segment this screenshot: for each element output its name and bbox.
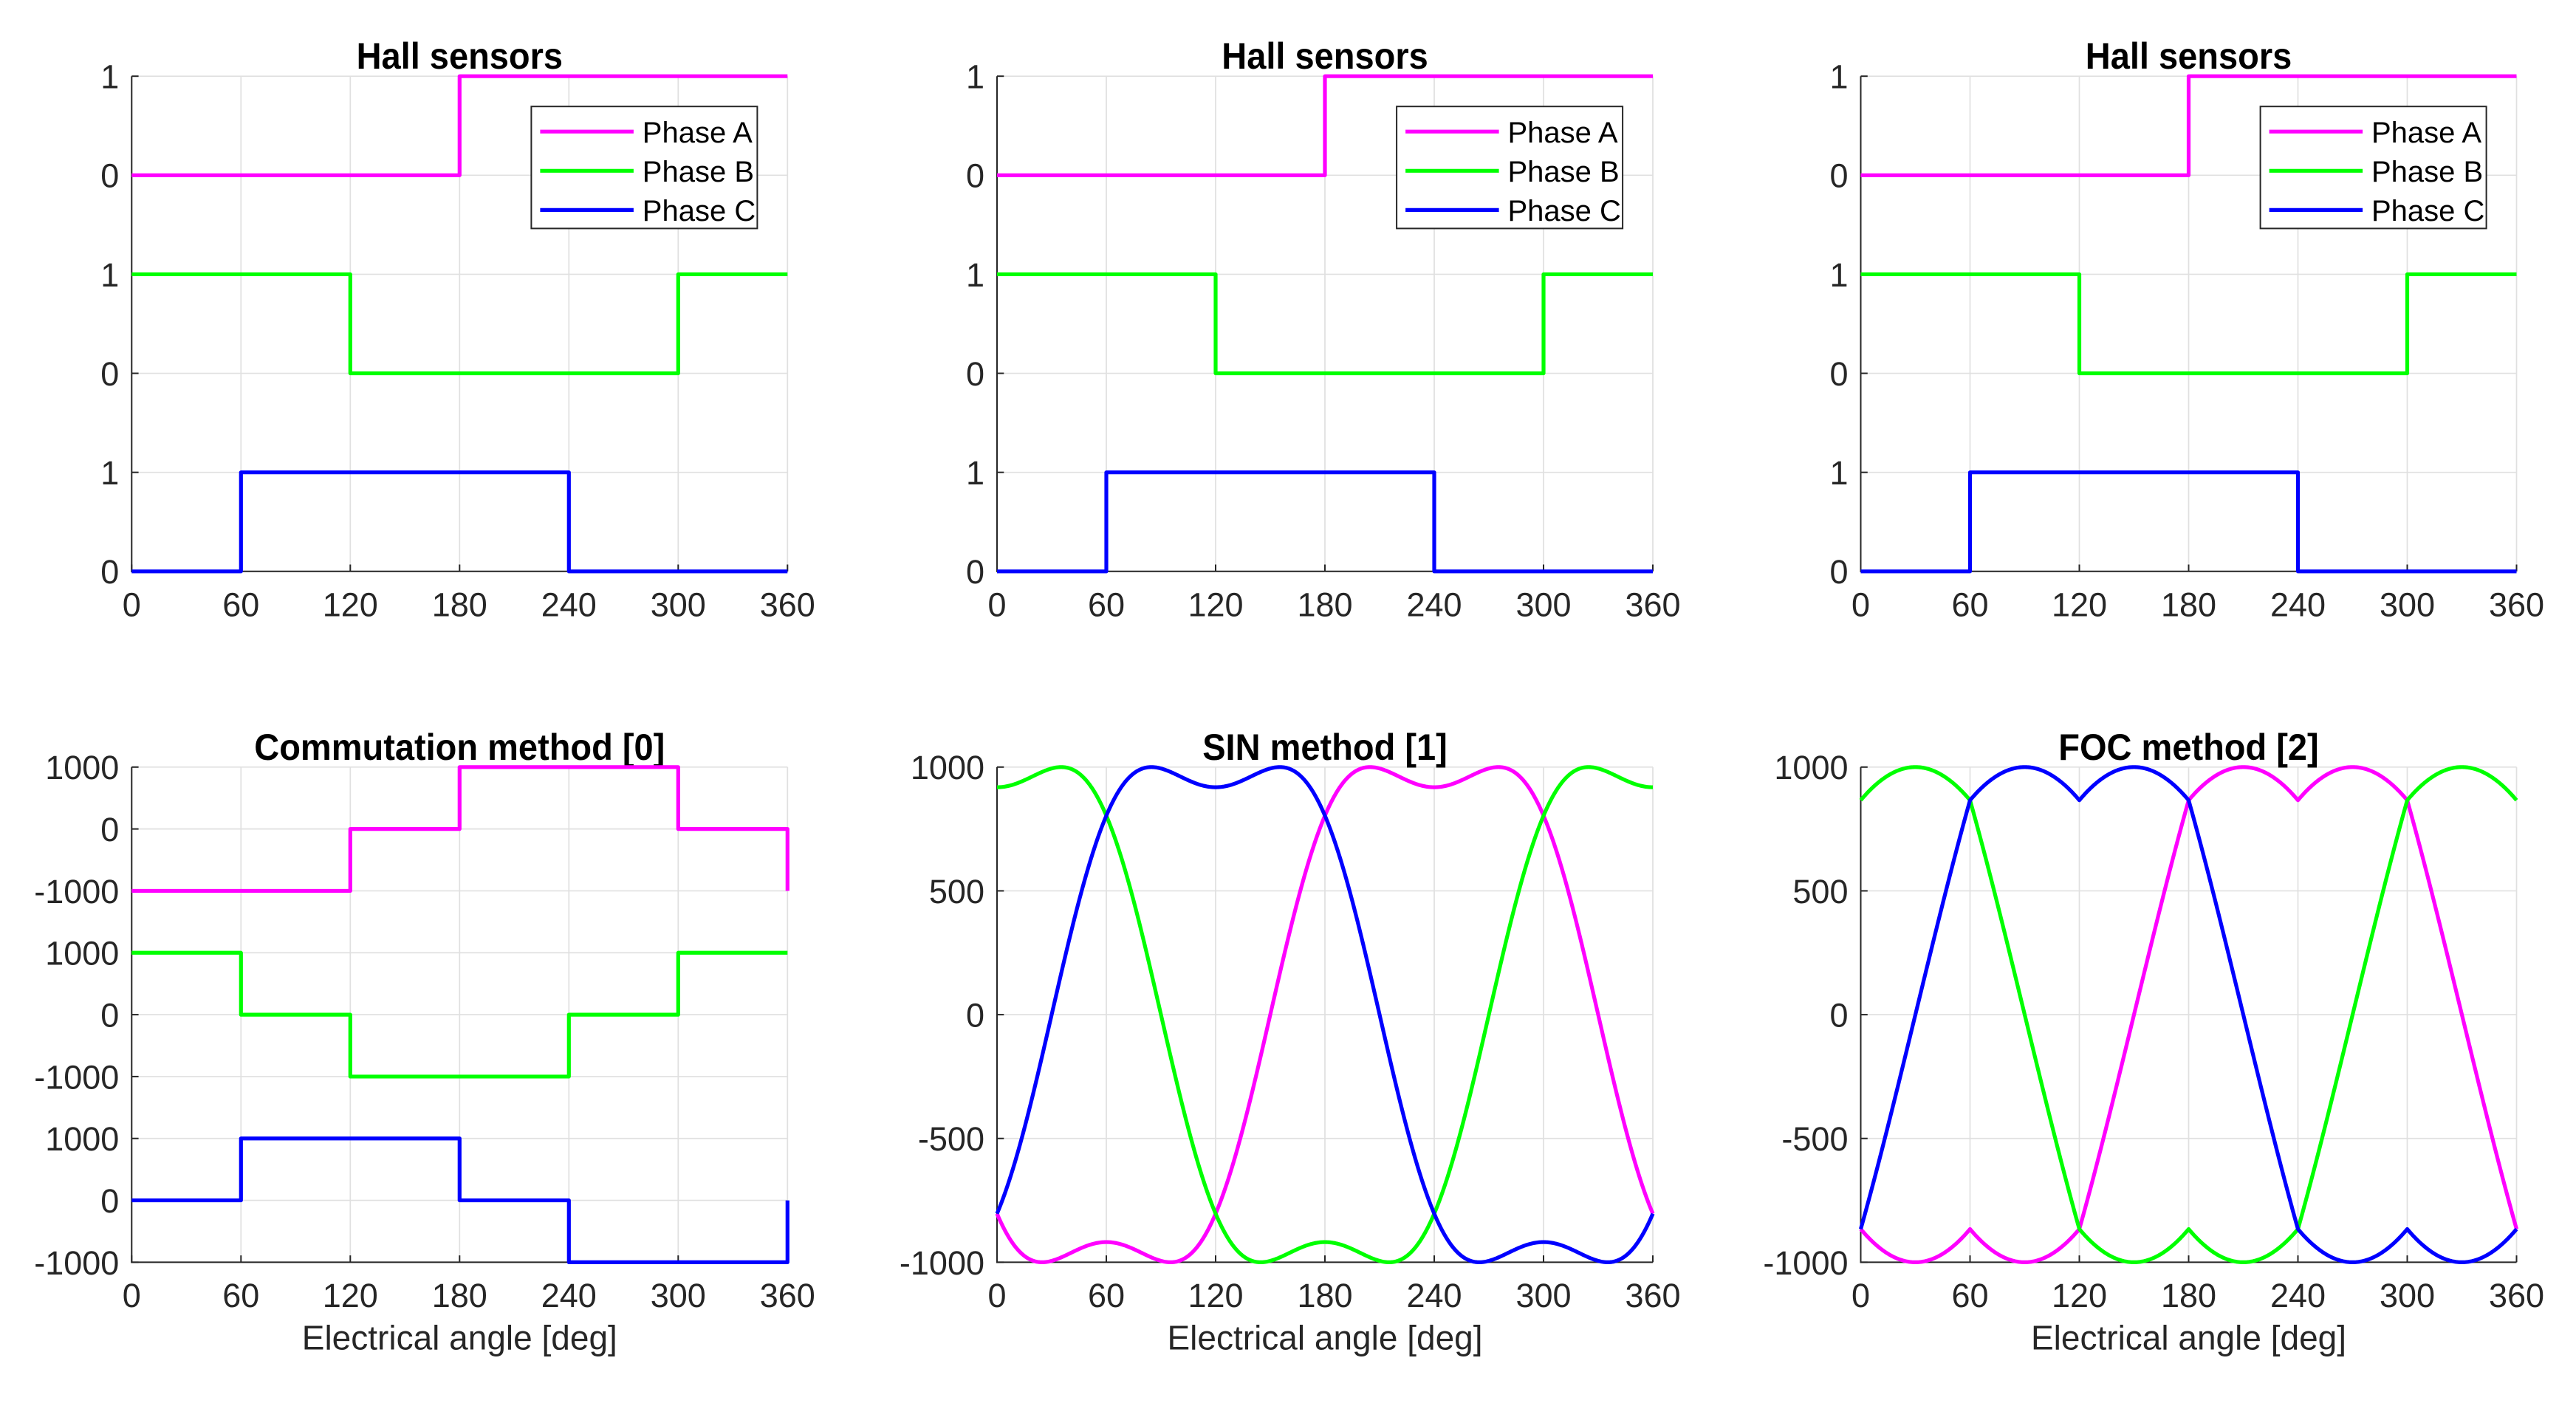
svg-text:60: 60	[222, 1277, 259, 1314]
svg-text:500: 500	[1792, 873, 1848, 910]
svg-text:120: 120	[323, 586, 378, 624]
svg-text:0: 0	[1852, 1277, 1870, 1314]
svg-text:Commutation method [0]: Commutation method [0]	[254, 727, 665, 768]
svg-text:0: 0	[100, 355, 119, 393]
svg-text:1000: 1000	[45, 935, 119, 973]
svg-text:Phase A: Phase A	[643, 117, 753, 149]
svg-text:360: 360	[1625, 586, 1680, 624]
svg-text:Electrical angle [deg]: Electrical angle [deg]	[302, 1318, 617, 1356]
svg-text:180: 180	[2161, 586, 2216, 624]
svg-text:1: 1	[100, 58, 119, 96]
svg-text:300: 300	[1515, 1277, 1571, 1314]
svg-text:360: 360	[760, 1277, 815, 1314]
svg-text:0: 0	[100, 997, 119, 1035]
svg-text:Phase B: Phase B	[2371, 156, 2483, 188]
svg-text:Phase C: Phase C	[1508, 195, 1621, 227]
svg-text:Hall sensors: Hall sensors	[2086, 36, 2292, 78]
svg-text:1: 1	[966, 58, 984, 96]
svg-text:1000: 1000	[1774, 749, 1848, 786]
svg-text:180: 180	[1297, 586, 1352, 624]
svg-text:0: 0	[100, 811, 119, 848]
svg-text:180: 180	[432, 586, 487, 624]
svg-text:300: 300	[651, 1277, 706, 1314]
svg-text:Phase A: Phase A	[1508, 117, 1618, 149]
svg-text:120: 120	[1188, 1277, 1243, 1314]
svg-text:300: 300	[1515, 586, 1571, 624]
svg-text:1000: 1000	[45, 749, 119, 786]
svg-text:0: 0	[123, 1277, 141, 1314]
svg-text:Phase B: Phase B	[1508, 156, 1620, 188]
svg-text:120: 120	[2052, 1277, 2107, 1314]
svg-text:1: 1	[1829, 256, 1848, 294]
svg-text:120: 120	[2052, 586, 2107, 624]
svg-text:0: 0	[1829, 355, 1848, 393]
svg-text:Electrical angle [deg]: Electrical angle [deg]	[1167, 1318, 1482, 1356]
svg-text:1: 1	[100, 256, 119, 294]
svg-text:Hall sensors: Hall sensors	[357, 36, 563, 78]
svg-text:-500: -500	[1781, 1120, 1848, 1158]
svg-text:0: 0	[987, 1277, 1006, 1314]
svg-text:0: 0	[123, 586, 141, 624]
svg-text:1000: 1000	[45, 1120, 119, 1158]
svg-text:240: 240	[1406, 586, 1462, 624]
svg-text:-1000: -1000	[34, 1244, 119, 1282]
svg-text:Phase C: Phase C	[2371, 195, 2484, 227]
svg-text:300: 300	[2380, 1277, 2435, 1314]
svg-text:0: 0	[966, 997, 984, 1035]
svg-text:Phase B: Phase B	[643, 156, 754, 188]
svg-text:60: 60	[1088, 1277, 1125, 1314]
svg-text:Electrical angle [deg]: Electrical angle [deg]	[2031, 1318, 2346, 1356]
svg-text:0: 0	[966, 157, 984, 195]
svg-text:0: 0	[966, 355, 984, 393]
svg-text:240: 240	[541, 586, 597, 624]
svg-text:0: 0	[100, 157, 119, 195]
svg-text:360: 360	[2489, 1277, 2544, 1314]
svg-text:SIN method [1]: SIN method [1]	[1202, 727, 1448, 768]
svg-text:Hall sensors: Hall sensors	[1222, 36, 1428, 78]
svg-text:120: 120	[1188, 586, 1243, 624]
svg-text:1: 1	[966, 256, 984, 294]
svg-text:-1000: -1000	[900, 1244, 984, 1282]
svg-text:180: 180	[1297, 1277, 1352, 1314]
svg-text:0: 0	[1829, 997, 1848, 1035]
svg-text:1: 1	[1829, 454, 1848, 492]
svg-text:1: 1	[966, 454, 984, 492]
svg-text:0: 0	[1829, 157, 1848, 195]
svg-text:1: 1	[100, 454, 119, 492]
svg-text:60: 60	[1951, 586, 1988, 624]
svg-text:240: 240	[2270, 1277, 2326, 1314]
svg-text:0: 0	[100, 1182, 119, 1220]
svg-text:240: 240	[2270, 586, 2326, 624]
svg-text:500: 500	[929, 873, 984, 910]
svg-text:1: 1	[1829, 58, 1848, 96]
svg-text:1000: 1000	[911, 749, 984, 786]
svg-text:120: 120	[323, 1277, 378, 1314]
svg-text:Phase C: Phase C	[643, 195, 756, 227]
svg-text:180: 180	[2161, 1277, 2216, 1314]
svg-text:0: 0	[1829, 553, 1848, 591]
svg-text:-1000: -1000	[1763, 1244, 1848, 1282]
svg-text:0: 0	[1852, 586, 1870, 624]
svg-text:FOC method [2]: FOC method [2]	[2058, 727, 2318, 768]
svg-text:300: 300	[651, 586, 706, 624]
svg-text:360: 360	[760, 586, 815, 624]
svg-text:0: 0	[100, 553, 119, 591]
svg-text:0: 0	[966, 553, 984, 591]
svg-text:240: 240	[1406, 1277, 1462, 1314]
svg-text:240: 240	[541, 1277, 597, 1314]
svg-text:60: 60	[1088, 586, 1125, 624]
svg-text:-1000: -1000	[34, 873, 119, 910]
svg-text:0: 0	[987, 586, 1006, 624]
svg-text:300: 300	[2380, 586, 2435, 624]
svg-text:360: 360	[1625, 1277, 1680, 1314]
svg-text:-1000: -1000	[34, 1058, 119, 1096]
svg-text:60: 60	[222, 586, 259, 624]
svg-text:-500: -500	[918, 1120, 984, 1158]
svg-text:180: 180	[432, 1277, 487, 1314]
svg-text:360: 360	[2489, 586, 2544, 624]
svg-text:60: 60	[1951, 1277, 1988, 1314]
svg-text:Phase A: Phase A	[2371, 117, 2481, 149]
